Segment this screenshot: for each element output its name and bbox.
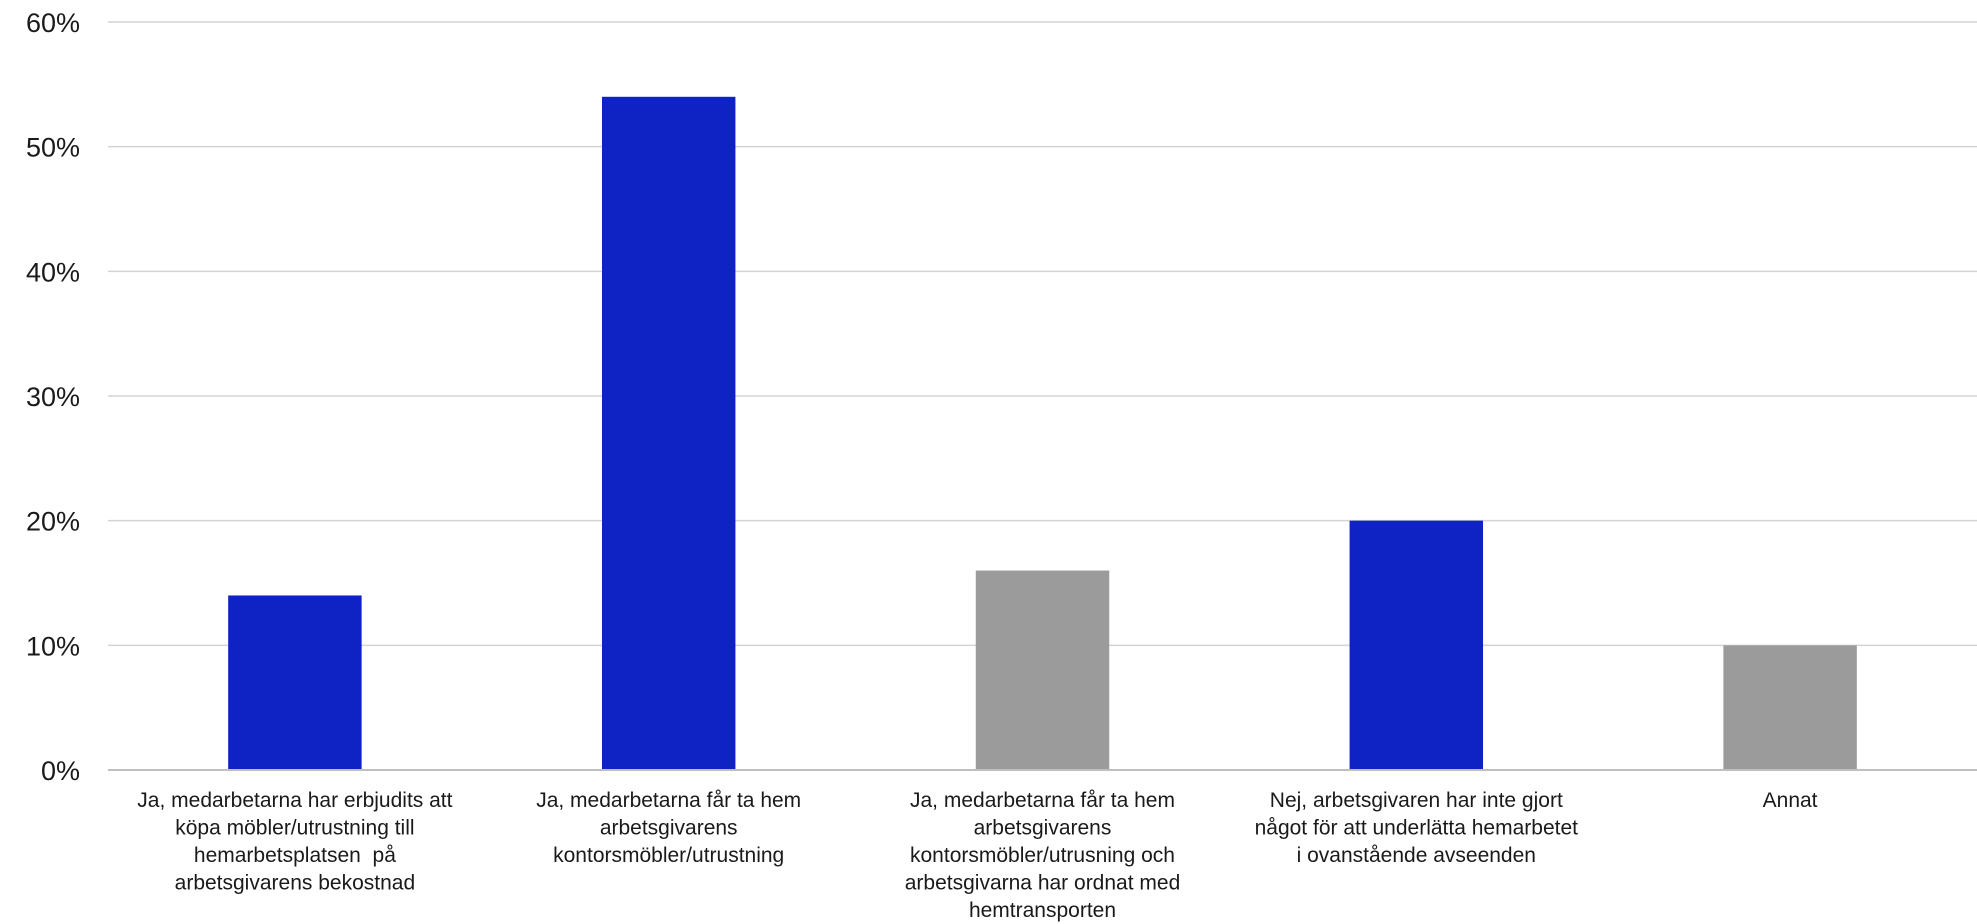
y-tick-label: 0% xyxy=(41,756,80,786)
category-label: Nej, arbetsgivaren har inte gjort något f… xyxy=(1255,789,1579,867)
bar xyxy=(1349,520,1484,770)
bar xyxy=(1723,645,1857,770)
bar xyxy=(975,570,1110,770)
category-label: Ja, medarbetarna får ta hem arbetsgivaren… xyxy=(536,789,801,867)
category-labels: Ja, medarbetarna har erbjudits att köpa m… xyxy=(137,789,1817,922)
bars xyxy=(228,96,1857,771)
category-label: Annat xyxy=(1763,789,1818,812)
category-label: Ja, medarbetarna har erbjudits att köpa m… xyxy=(137,789,452,895)
bar xyxy=(228,595,362,770)
y-tick-label: 20% xyxy=(26,507,80,537)
y-tick-label: 40% xyxy=(26,257,80,287)
y-tick-label: 50% xyxy=(26,133,80,163)
gridlines xyxy=(108,21,1977,647)
y-tick-label: 60% xyxy=(26,8,80,38)
y-tick-label: 10% xyxy=(26,631,80,661)
bar xyxy=(601,96,736,771)
y-tick-label: 30% xyxy=(26,382,80,412)
category-label: Ja, medarbetarna får ta hem arbetsgivaren… xyxy=(905,789,1181,922)
y-axis-tick-labels: 0% 10% 20% 30% 40% 50% 60% xyxy=(26,8,80,786)
